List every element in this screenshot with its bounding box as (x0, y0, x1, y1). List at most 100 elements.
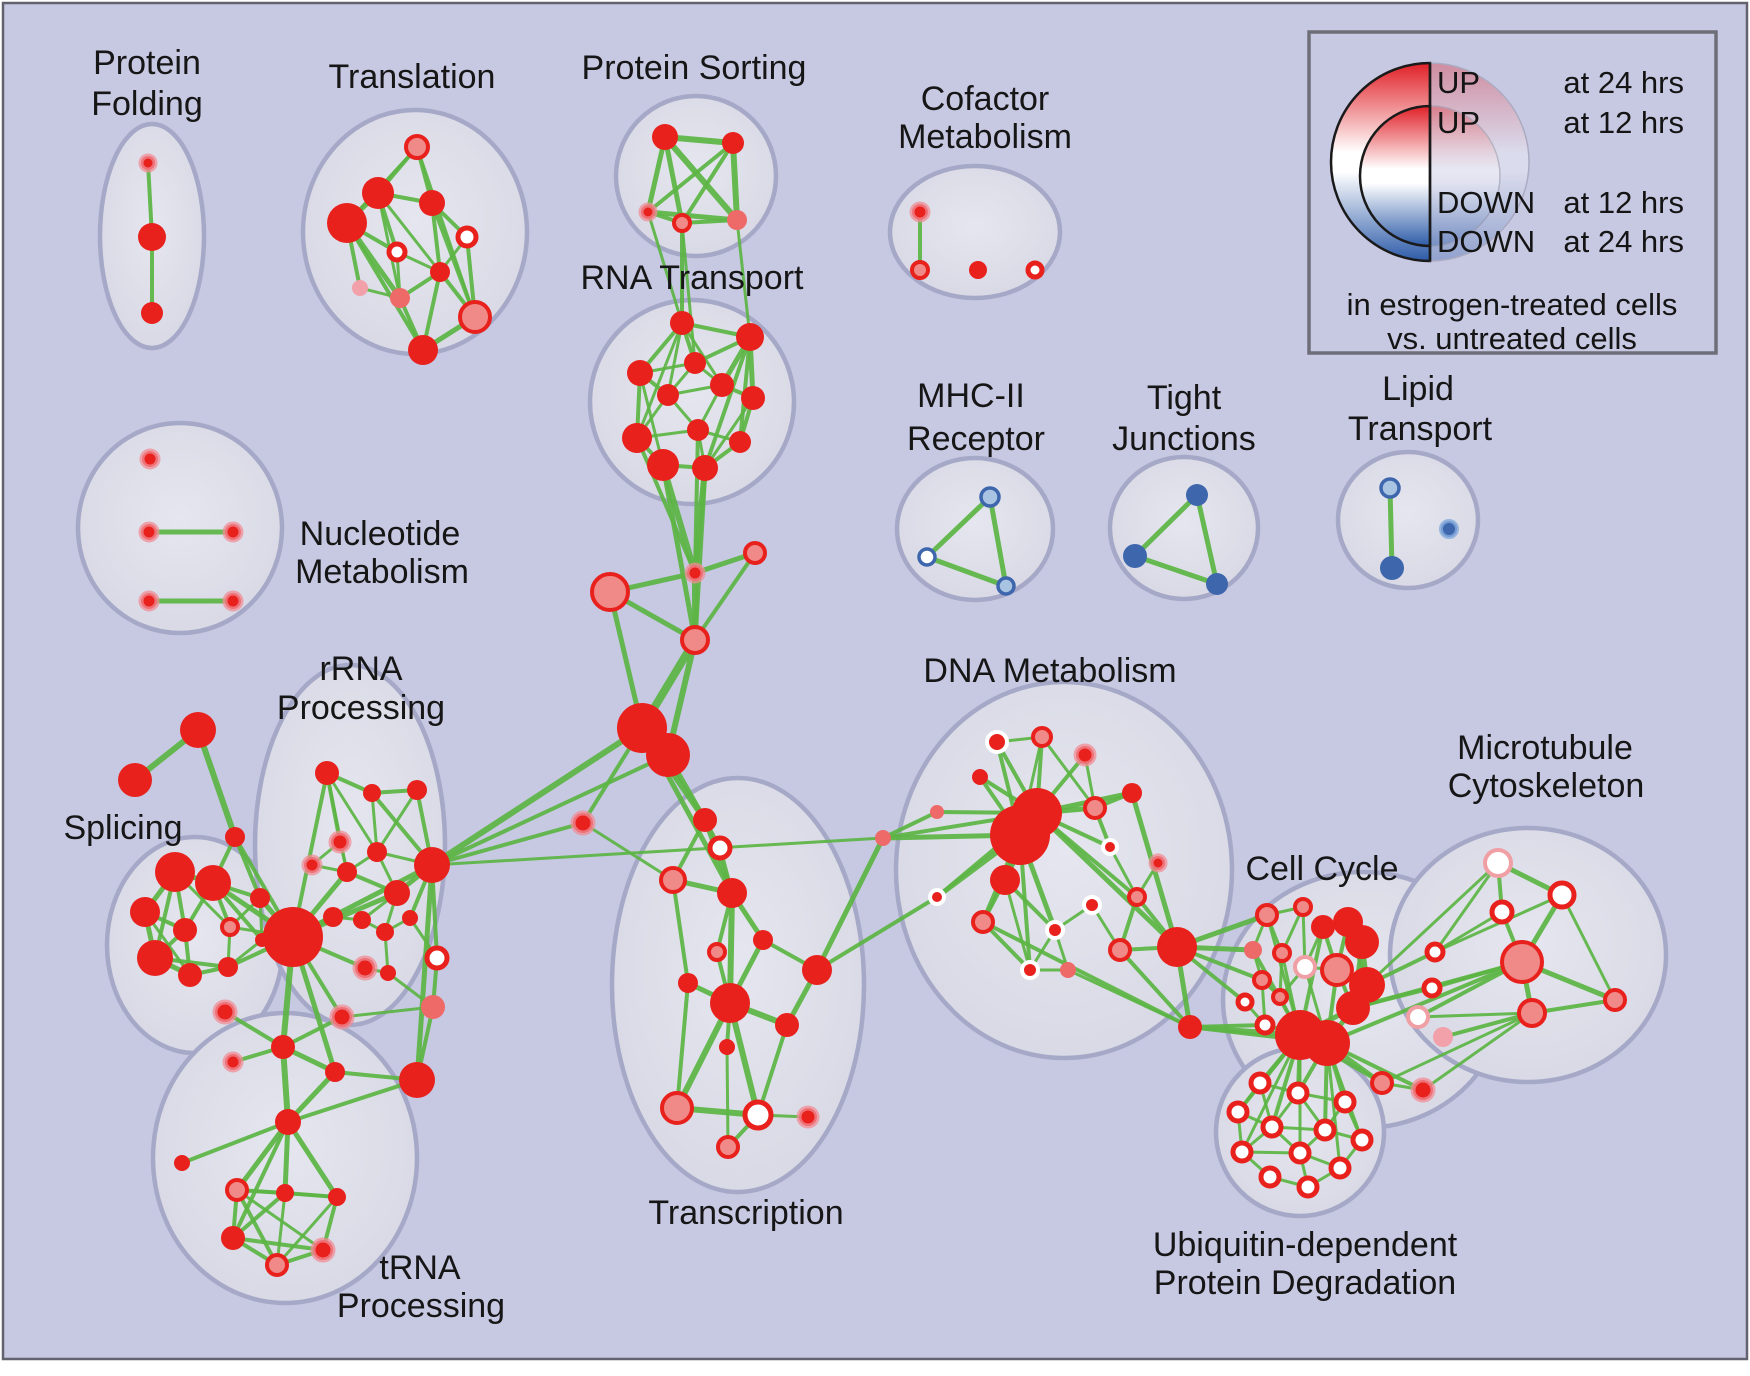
gene-node-pink (1060, 962, 1076, 978)
gene-node-red (130, 897, 160, 927)
gene-node-red (195, 865, 231, 901)
legend-down-24-time: at 24 hrs (1563, 224, 1684, 259)
gene-node-red (180, 712, 216, 748)
gene-node-red (990, 865, 1020, 895)
edge (430, 753, 670, 867)
gene-node-rp (1108, 938, 1132, 962)
gene-node-pink (875, 830, 891, 846)
gene-node-rw (1258, 1165, 1282, 1189)
gene-node-red (138, 223, 166, 251)
gene-node-red (678, 973, 698, 993)
gene-node-rw (1350, 1128, 1374, 1152)
cluster-label-lipid-transport-line1: Lipid (1382, 370, 1454, 408)
gene-node-red (802, 955, 832, 985)
gene-node-rp (1517, 998, 1547, 1028)
edge (680, 221, 697, 365)
gene-node-rp (1271, 988, 1289, 1006)
gene-node-rw (1296, 1175, 1320, 1199)
gene-node-red (407, 780, 427, 800)
legend-up-12-time: at 12 hrs (1563, 105, 1684, 140)
gene-node-red (408, 335, 438, 365)
legend-up-24-time: at 24 hrs (1563, 65, 1684, 100)
edge (671, 878, 690, 985)
gene-node-red (969, 261, 987, 279)
gene-node-red (753, 930, 773, 950)
gene-node-halo (796, 1105, 820, 1129)
edge (924, 554, 1009, 589)
cluster-label-ubiquitin-degradation-line1: Ubiquitin-dependent (1153, 1226, 1458, 1264)
cluster-lipid-transport (1335, 449, 1481, 591)
gene-node-red (315, 761, 339, 785)
cluster-label-translation-line1: Translation (329, 58, 496, 96)
gene-node-rp (672, 213, 692, 233)
gene-node-rp (1293, 897, 1313, 917)
gene-node-bl (996, 576, 1016, 596)
gene-node-red (622, 423, 652, 453)
gene-node-red (736, 323, 764, 351)
edge (180, 1120, 290, 1165)
edge (1380, 1011, 1534, 1085)
gene-node-rp (458, 300, 492, 334)
cluster-label-tight-junctions-line1: Tight (1147, 379, 1222, 417)
gene-node-red (380, 965, 396, 981)
gene-node-red (376, 923, 394, 941)
gene-node-red (178, 963, 202, 987)
edge (756, 1023, 789, 1117)
gene-node-rw (1421, 977, 1443, 999)
gene-node-blue (1206, 573, 1228, 595)
edge (660, 462, 698, 643)
legend-box (1307, 30, 1718, 355)
gene-node-red (327, 203, 367, 243)
edge (703, 396, 755, 470)
edge (1132, 492, 1200, 559)
gene-node-rp (1127, 887, 1147, 907)
gene-node-red (647, 449, 679, 481)
gene-node-pinklight (1433, 1027, 1453, 1047)
gene-node-red (652, 124, 678, 150)
edge (1387, 485, 1395, 571)
gene-node-rp (1031, 726, 1053, 748)
gene-node-rp (225, 1178, 249, 1202)
cluster-label-protein-sorting-line1: Protein Sorting (582, 49, 807, 87)
gene-node-red (1336, 991, 1370, 1025)
gene-node-rw (1313, 1118, 1337, 1142)
cluster-cofactor-metabolism (887, 163, 1063, 301)
edge (376, 191, 442, 274)
cluster-label-splicing-line1: Splicing (63, 809, 182, 847)
gene-node-blue (1123, 544, 1147, 568)
gene-node-red (430, 262, 450, 282)
edge (730, 140, 740, 223)
edge (235, 1188, 279, 1267)
gene-node-rw (1333, 1090, 1357, 1114)
gene-node-red (271, 1035, 295, 1059)
gene-node-blue (1186, 484, 1208, 506)
gene-node-red (174, 1155, 190, 1171)
gene-node-halo (638, 202, 658, 222)
gene-node-rw (1328, 1156, 1352, 1180)
legend-down-12-time: at 12 hrs (1563, 185, 1684, 220)
gene-node-rp (265, 1253, 289, 1277)
edge (1560, 893, 1617, 1002)
gene-node-rp (1252, 970, 1272, 990)
gene-node-pink (390, 288, 410, 308)
edge (1132, 553, 1220, 587)
gene-node-bhalo (1439, 519, 1459, 539)
edge (285, 1119, 340, 1200)
gene-node-halo (570, 810, 596, 836)
cluster-label-microtubule-cytoskeleton-line2: Cytoskeleton (1448, 767, 1645, 805)
cluster-label-trna-processing-line2: Processing (337, 1287, 505, 1325)
edge (725, 1045, 730, 1149)
gene-node-rw (424, 945, 450, 971)
edge (1325, 960, 1524, 1045)
gene-node-halo (1073, 743, 1097, 767)
gene-node-rw (1235, 992, 1255, 1012)
gene-node-wr (985, 730, 1009, 754)
edge (680, 321, 724, 387)
gene-node-rp (1320, 953, 1354, 987)
gene-node-red (419, 190, 445, 216)
gene-node-blue (1380, 556, 1404, 580)
gene-node-bl (1379, 477, 1401, 499)
gene-node-rw (1288, 1141, 1312, 1165)
